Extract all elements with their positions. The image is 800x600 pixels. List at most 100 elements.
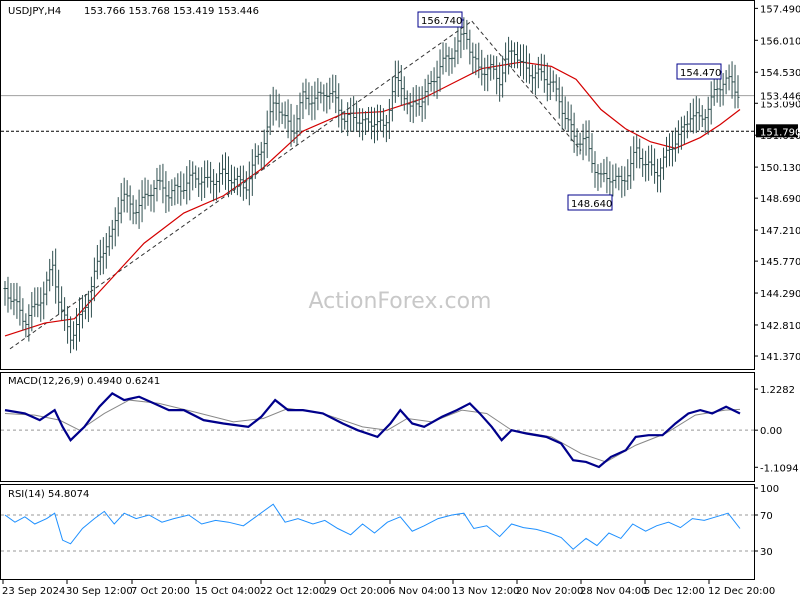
price-bar — [66, 306, 70, 344]
price-bar — [167, 181, 171, 212]
price-bar — [39, 287, 43, 322]
price-bar — [98, 239, 102, 276]
price-bar — [700, 105, 704, 128]
price-bar — [36, 287, 40, 318]
price-axis: 157.490156.010154.530153.090151.610150.1… — [754, 4, 800, 363]
price-bar — [92, 257, 96, 302]
price-bar — [194, 165, 198, 189]
price-bar — [584, 120, 588, 156]
level-annotation: 154.470 — [676, 63, 722, 80]
price-bar — [343, 110, 347, 130]
price-bar — [185, 166, 189, 205]
price-bar — [83, 294, 87, 320]
time-axis: 23 Sep 2024 30 Sep 12:007 Oct 20:00 15 Oct… — [2, 580, 775, 597]
price-bar — [358, 108, 362, 138]
price-bar — [203, 160, 207, 199]
price-bar — [95, 244, 99, 280]
current-price-box — [756, 88, 798, 102]
price-bar — [548, 67, 552, 101]
price-bar — [274, 89, 278, 121]
price-bar — [521, 44, 525, 80]
price-bar — [63, 297, 67, 331]
price-bar — [325, 82, 329, 114]
price-bar — [164, 171, 168, 214]
price-bar — [545, 62, 549, 102]
price-tick-label: 157.490 — [760, 4, 800, 15]
price-bar — [554, 74, 558, 102]
price-bar — [119, 183, 123, 224]
price-bar — [676, 120, 680, 154]
price-bar — [623, 166, 627, 197]
time-tick-label: 6 Nov 04:00 — [389, 586, 450, 597]
price-bar — [346, 102, 350, 137]
price-bar — [730, 61, 734, 99]
price-bar — [253, 143, 257, 179]
price-bar — [596, 164, 600, 191]
level-annotation-box — [676, 63, 722, 80]
price-bar — [703, 109, 707, 134]
level-annotation-box — [417, 11, 463, 28]
price-bar — [480, 49, 484, 86]
price-bar — [468, 29, 472, 65]
price-bar — [733, 64, 737, 109]
price-bar — [524, 45, 528, 83]
rsi-lines — [4, 503, 741, 550]
time-tick-label: 5 Dec 12:00 — [644, 586, 705, 597]
macd-main-line — [4, 392, 741, 469]
trendline — [471, 20, 582, 151]
price-bar — [611, 164, 615, 197]
price-bar — [295, 104, 299, 146]
price-bar — [536, 56, 540, 89]
price-bar — [384, 114, 388, 143]
macd-panel-frame — [0, 372, 755, 482]
price-bar — [161, 163, 165, 204]
price-bar — [137, 189, 141, 229]
price-bar — [6, 276, 10, 313]
price-bar — [235, 167, 239, 196]
rsi-tick-label: 30 — [760, 547, 773, 558]
price-bar — [158, 164, 162, 191]
rsi-title: RSI(14) 54.8074 — [8, 489, 89, 500]
macd-tick-label: 0.00 — [760, 426, 782, 437]
price-bar — [176, 173, 180, 204]
ohlc-readout: 153.766 153.768 153.419 153.446 — [84, 6, 259, 17]
price-bar — [551, 70, 555, 93]
price-bar — [256, 145, 260, 165]
price-bar — [60, 286, 64, 321]
price-bar — [653, 148, 657, 184]
price-bar — [224, 152, 227, 190]
price-bar — [331, 74, 335, 103]
level-annotation: 156.740 — [417, 11, 464, 28]
price-bar — [259, 141, 263, 170]
price-bar — [21, 298, 25, 331]
time-tick-label: 22 Oct 12:00 — [260, 586, 325, 597]
price-bar — [465, 19, 469, 50]
price-bar — [149, 184, 153, 212]
price-bar — [721, 73, 725, 106]
price-bar — [539, 53, 543, 81]
price-bar — [116, 197, 120, 237]
price-bar — [310, 85, 314, 121]
support-level-label: 151.790 — [760, 127, 800, 138]
price-bar — [435, 60, 439, 99]
price-bar — [89, 276, 93, 318]
price-bar — [405, 90, 409, 115]
price-bar — [510, 40, 514, 69]
price-bar — [125, 180, 129, 213]
price-bar — [364, 111, 368, 136]
price-bar — [599, 162, 603, 188]
price-bar — [316, 78, 320, 111]
price-tick-label: 144.290 — [760, 289, 800, 300]
price-bar — [140, 180, 144, 223]
price-bar — [477, 42, 481, 79]
price-bars — [3, 16, 740, 354]
watermark: ActionForex.com — [309, 289, 492, 314]
price-bar — [301, 82, 305, 120]
price-bar — [665, 136, 668, 168]
rsi-tick-label: 100 — [760, 484, 779, 495]
price-bar — [513, 42, 517, 69]
price-bar — [602, 159, 606, 183]
price-bar — [444, 42, 448, 73]
price-bar — [411, 87, 415, 124]
price-bar — [128, 185, 132, 221]
